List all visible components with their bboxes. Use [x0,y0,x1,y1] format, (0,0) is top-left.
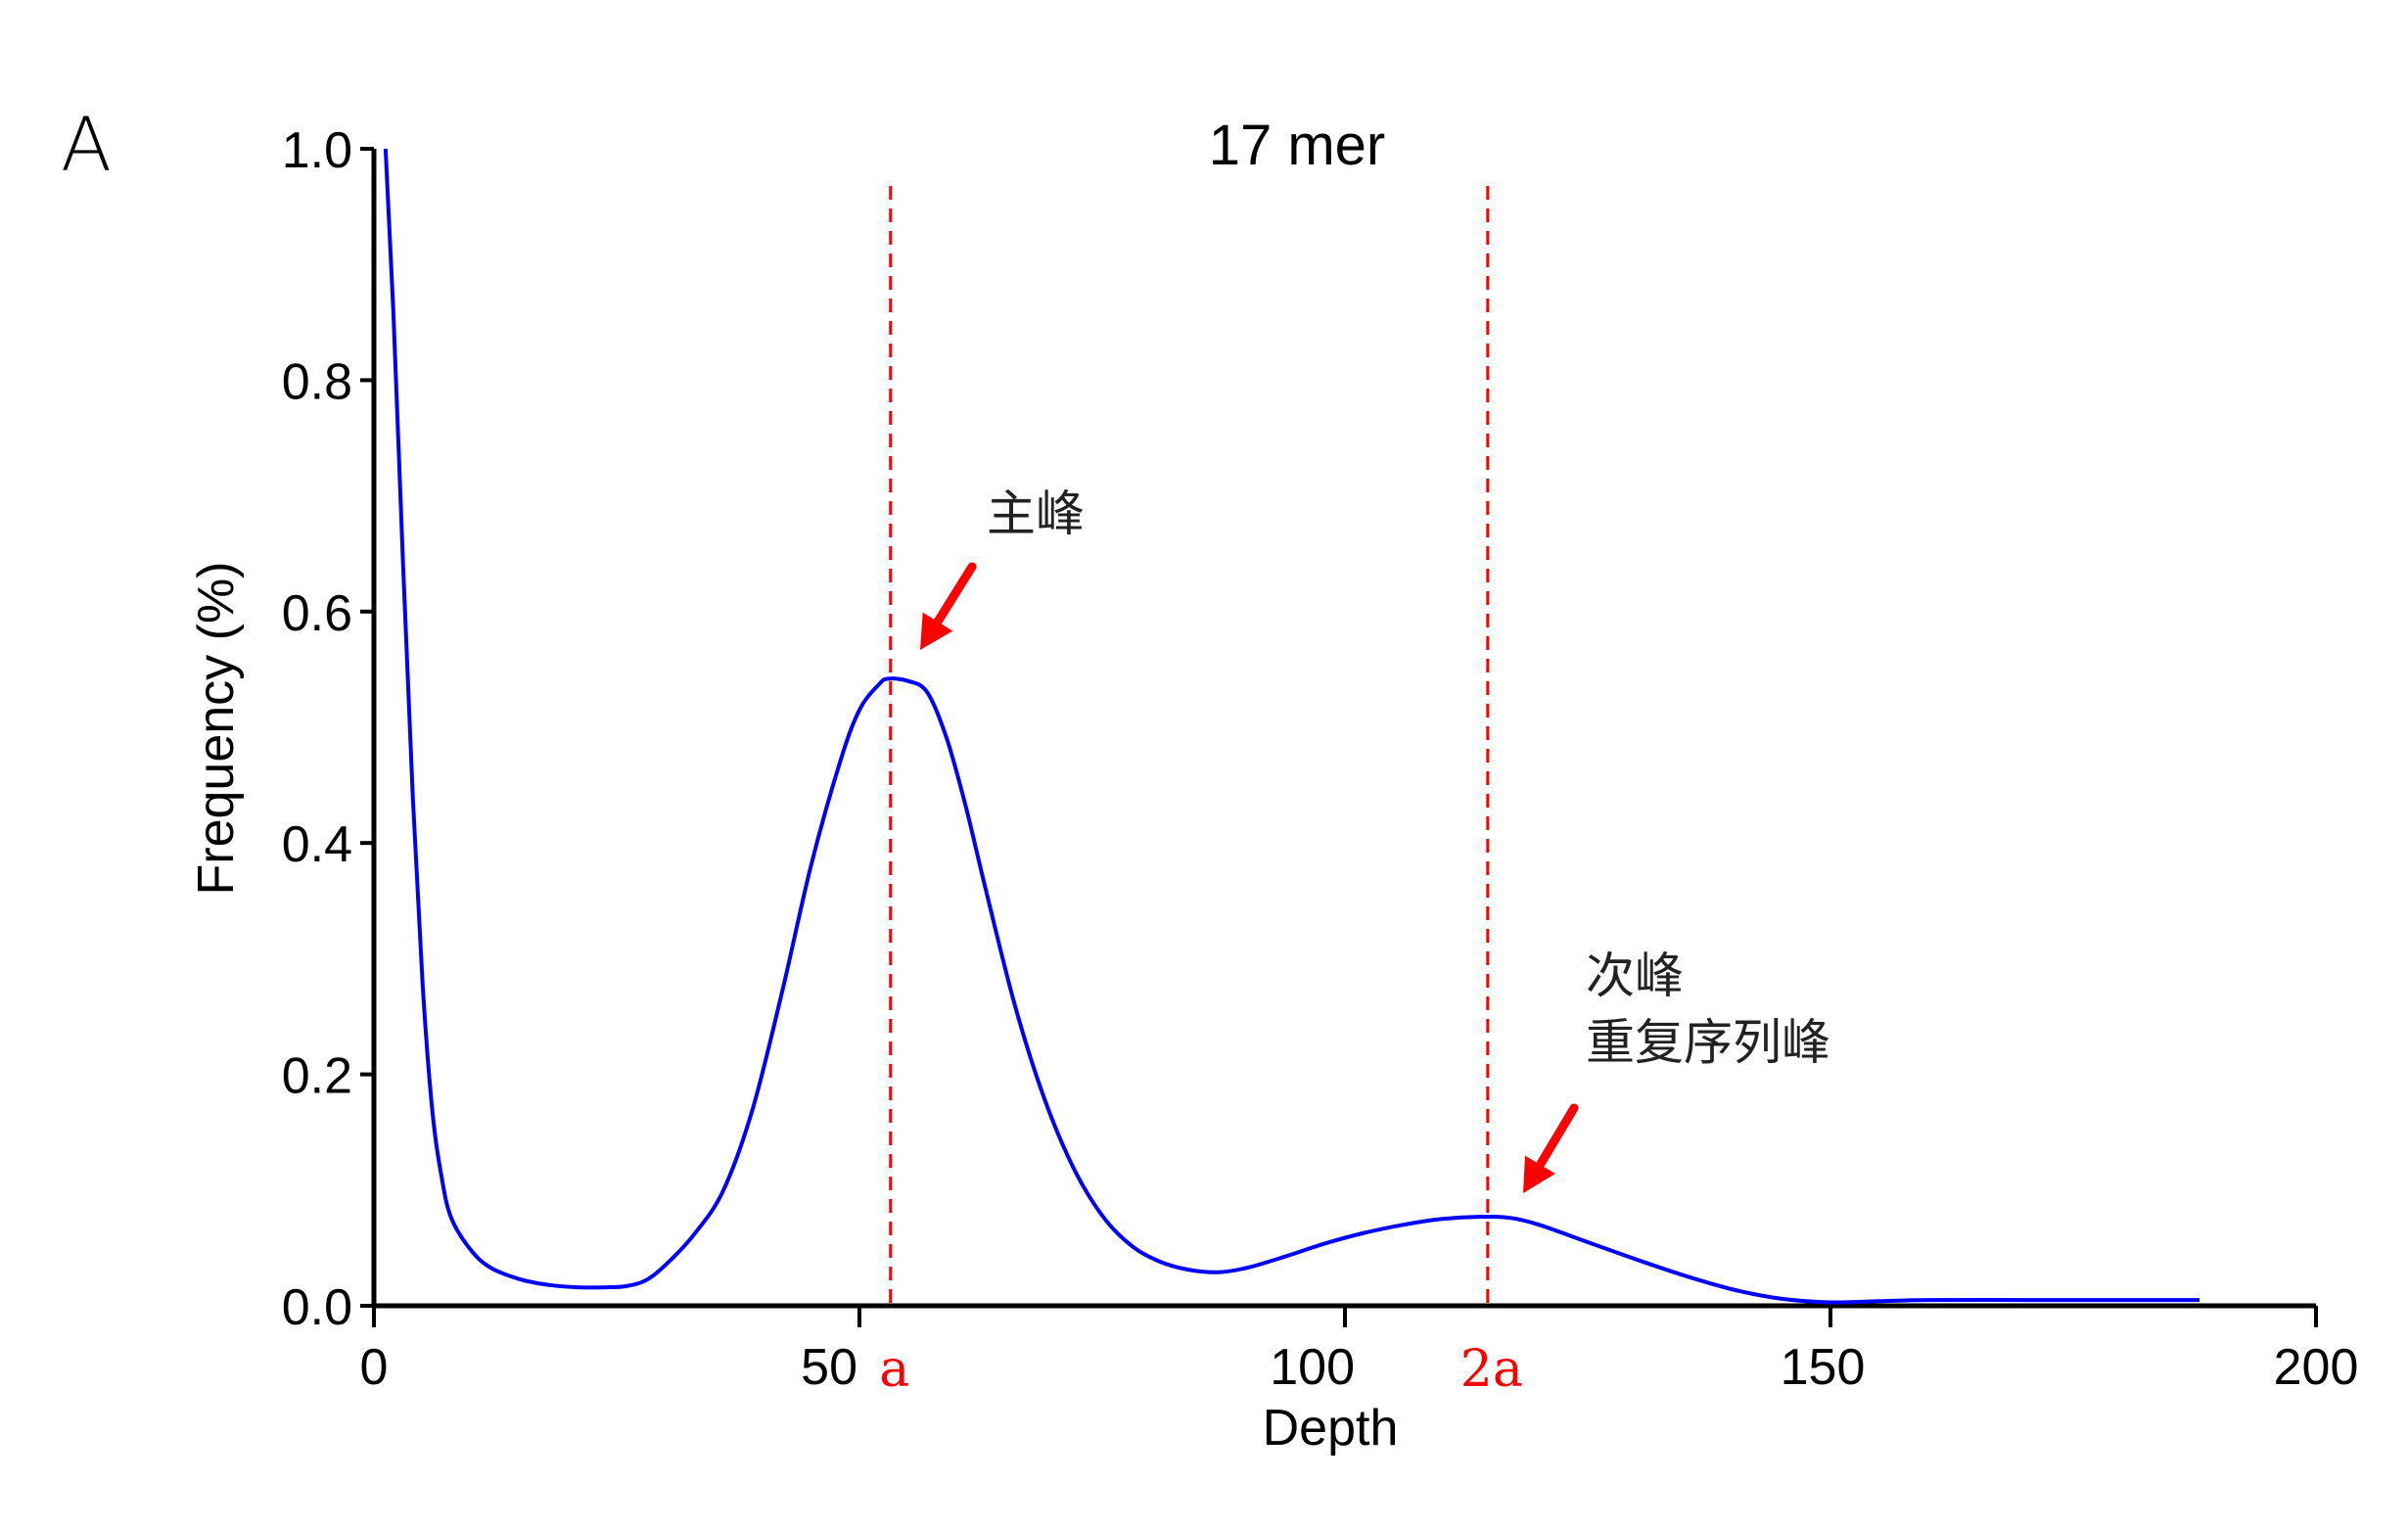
x-tick-label: 200 [2274,1339,2359,1396]
main-peak-arrow-head [920,612,953,650]
x-tick-label: 0 [360,1339,389,1396]
y-tick-label: 0.8 [282,353,352,410]
secondary-peak-arrow-shaft [1535,1103,1579,1170]
plot-area: 17 mer 0.0 0.2 0.4 0.6 0.8 1.0 0 50 100 150 200 Dept… [188,114,2358,1457]
x-axis-title: Depth [1263,1400,1399,1457]
reference-label-2a: 2a [1460,1340,1523,1399]
y-tick-label: 0.4 [282,816,352,873]
y-tick-label: 1.0 [282,122,352,179]
secondary-peak-label: 次峰 [1586,948,1684,1004]
chart-title: 17 mer [1209,114,1386,177]
y-tick-label: 0.0 [282,1279,352,1336]
y-tick-label: 0.6 [282,585,352,642]
x-tick-label: 150 [1781,1339,1866,1396]
main-peak-arrow-shaft [933,562,977,626]
y-tick-label: 0.2 [282,1048,352,1105]
y-axis-title: Frequency (%) [188,562,245,896]
x-tick-label: 50 [801,1339,857,1396]
frequency-curve [383,148,2200,1305]
panel-label: A [61,101,112,188]
reference-label-a: a [879,1340,909,1399]
secondary-peak-arrow-head [1523,1155,1555,1193]
repeat-peak-label: 重复序列峰 [1586,1014,1830,1071]
main-peak-label: 主峰 [987,486,1085,542]
x-tick-label: 100 [1270,1339,1355,1396]
